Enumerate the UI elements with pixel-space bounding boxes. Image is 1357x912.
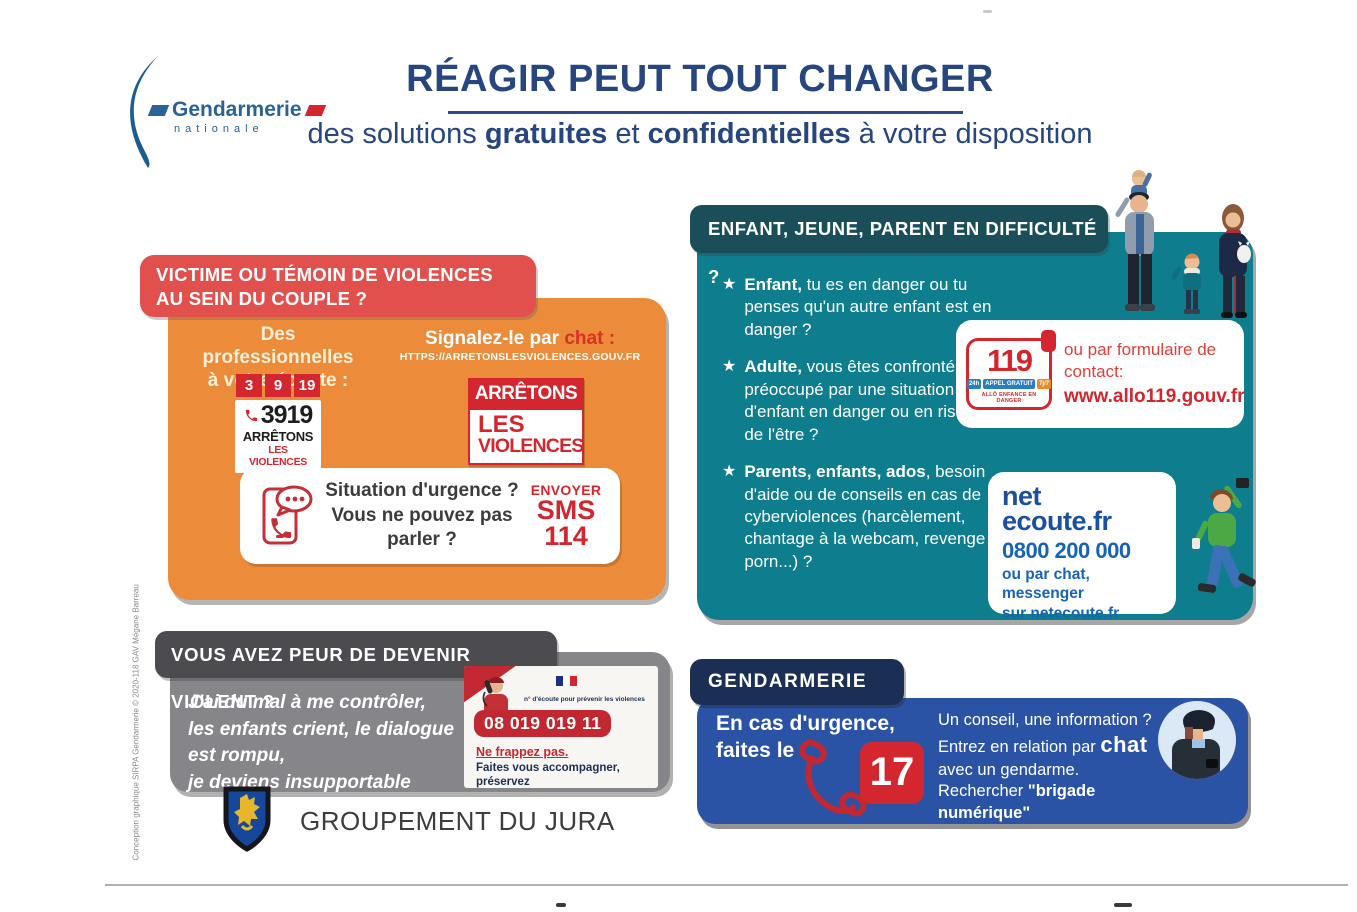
badge-appel-gratuit: APPEL GRATUIT bbox=[983, 379, 1036, 389]
star-icon: ★ bbox=[722, 463, 737, 481]
card-gendarmerie bbox=[697, 698, 1248, 824]
gendarme-icon bbox=[1172, 710, 1220, 779]
arretonslesviolences-url: HTTPS://ARRETONSLESVIOLENCES.GOUV.FR bbox=[399, 351, 641, 363]
family-illustration bbox=[1115, 170, 1251, 318]
logo-arretons-les-violences: ARRÊTONS LES VIOLENCES bbox=[468, 378, 584, 465]
allo119-url: www.allo119.gouv.fr bbox=[1064, 385, 1245, 407]
box08-tagline: n° d'écoute pour prévenir les violences bbox=[524, 696, 645, 703]
sms-114-label: ENVOYER SMS 114 bbox=[530, 482, 602, 551]
card-gendarmerie-header: GENDARMERIE bbox=[690, 659, 904, 705]
sms-114-box: Situation d'urgence ? Vous ne pouvez pas… bbox=[240, 468, 620, 564]
credit-text: Conception graphique SIRPA Gendarmerie ©… bbox=[131, 584, 141, 861]
jura-coat-of-arms bbox=[223, 786, 271, 852]
scan-mark bbox=[556, 903, 566, 907]
logo-3919-digits: 3 9 19 bbox=[235, 374, 321, 397]
card-couple-header: VICTIME OU TÉMOIN DE VIOLENCES AU SEIN D… bbox=[140, 255, 536, 317]
badge-7j7: 7j/7 bbox=[1037, 379, 1052, 389]
handset-outline-icon bbox=[799, 739, 867, 817]
box-119-text: ou par formulaire de contact: www.allo11… bbox=[1064, 340, 1245, 407]
phone-blob-icon bbox=[1041, 330, 1056, 352]
page-title: RÉAGIR PEUT TOUT CHANGER bbox=[406, 58, 994, 100]
star-icon: ★ bbox=[722, 276, 737, 293]
logo-subname: nationale bbox=[174, 123, 264, 135]
urgence-text: En cas d'urgence, faites le : bbox=[716, 712, 895, 763]
number-119: 119 bbox=[986, 343, 1033, 378]
logo-name: Gendarmerie bbox=[172, 98, 302, 121]
bullet-adulte: ★ Adulte, vous êtes confronté ou préoccu… bbox=[722, 356, 1002, 446]
box-netecoute: net ecoute.fr 0800 200 000 ou par chat, … bbox=[988, 472, 1176, 622]
scan-mark bbox=[983, 10, 992, 13]
couple-right-intro: Signalez-le par chat : bbox=[424, 328, 616, 349]
box08-warning: Ne frappez pas. bbox=[476, 745, 569, 759]
card-enfant-header: ENFANT, JEUNE, PARENT EN DIFFICULTÉ ? bbox=[690, 205, 1108, 287]
chat-accent: chat : bbox=[564, 328, 616, 349]
scan-mark bbox=[1114, 903, 1132, 907]
bullet-enfant: ★ Enfant, tu es en danger ou tu penses q… bbox=[722, 274, 1002, 341]
bullet-parents: ★ Parents, enfants, ados, besoin d'aide … bbox=[722, 461, 1002, 573]
gendarmerie-logo: Gendarmerie nationale bbox=[118, 54, 326, 170]
star-icon: ★ bbox=[722, 358, 737, 376]
phone-sms-icon bbox=[262, 485, 313, 545]
logo-flag-red-icon bbox=[304, 104, 326, 116]
gendarme-avatar bbox=[1158, 701, 1236, 779]
chat-accent: chat bbox=[1100, 732, 1148, 758]
subtitle-bold: confidentielles bbox=[647, 118, 851, 150]
france-flag-icon bbox=[556, 676, 577, 686]
sms-question: Situation d'urgence ? Vous ne pouvez pas… bbox=[325, 479, 519, 551]
number-3919: 3919 bbox=[260, 401, 314, 429]
phone-icon bbox=[245, 409, 257, 422]
logo-3919: 3 9 19 3919 ARRÊTONS LES VIOLENCES bbox=[235, 374, 321, 473]
gendarmerie-info: Un conseil, une information ? Entrez en … bbox=[938, 711, 1152, 822]
subtitle-part: à votre disposition bbox=[850, 118, 1093, 150]
number-08019: 08 019 019 11 bbox=[474, 710, 612, 737]
teen-selfie-illustration bbox=[1192, 478, 1256, 593]
card-couple-header-line2: AU SEIN DU COUPLE ? bbox=[156, 288, 368, 310]
groupement-title: GROUPEMENT DU JURA bbox=[300, 806, 615, 836]
logo-119: 119 24h APPEL GRATUIT 7j/7 ALLÔ ENFANCE … bbox=[966, 330, 1056, 410]
title-divider bbox=[448, 111, 963, 114]
subtitle-part: et bbox=[607, 118, 648, 150]
badge-24h: 24h bbox=[966, 379, 982, 389]
netecoute-logo: net ecoute.fr bbox=[1002, 481, 1112, 536]
brigade-numerique-accent: "brigade numérique" bbox=[938, 782, 1096, 822]
logo-swoosh-icon bbox=[130, 56, 158, 168]
scan-line bbox=[105, 884, 1348, 886]
page-subtitle: des solutions gratuites et confidentiell… bbox=[250, 118, 1150, 151]
box-08019: n° d'écoute pour prévenir les violences … bbox=[464, 666, 658, 788]
violent-quote: J'ai du mal à me contrôler, les enfants … bbox=[188, 692, 455, 793]
caption-119: ALLÔ ENFANCE EN DANGER bbox=[981, 392, 1037, 404]
logo-flag-blue-icon bbox=[147, 104, 170, 116]
subtitle-bold: gratuites bbox=[484, 118, 608, 150]
enfant-bullet-list: ★ Enfant, tu es en danger ou tu penses q… bbox=[722, 274, 1002, 588]
number-17: 17 bbox=[860, 742, 924, 804]
subtitle-part: des solutions bbox=[307, 118, 485, 150]
card-couple-header-line1: VICTIME OU TÉMOIN DE VIOLENCES bbox=[156, 264, 493, 285]
netecoute-phone: 0800 200 000 bbox=[1002, 537, 1131, 563]
box08-advice: Faites vous accompagner, préservez votre… bbox=[476, 762, 620, 788]
box-119: 119 24h APPEL GRATUIT 7j/7 ALLÔ ENFANCE … bbox=[956, 320, 1245, 428]
